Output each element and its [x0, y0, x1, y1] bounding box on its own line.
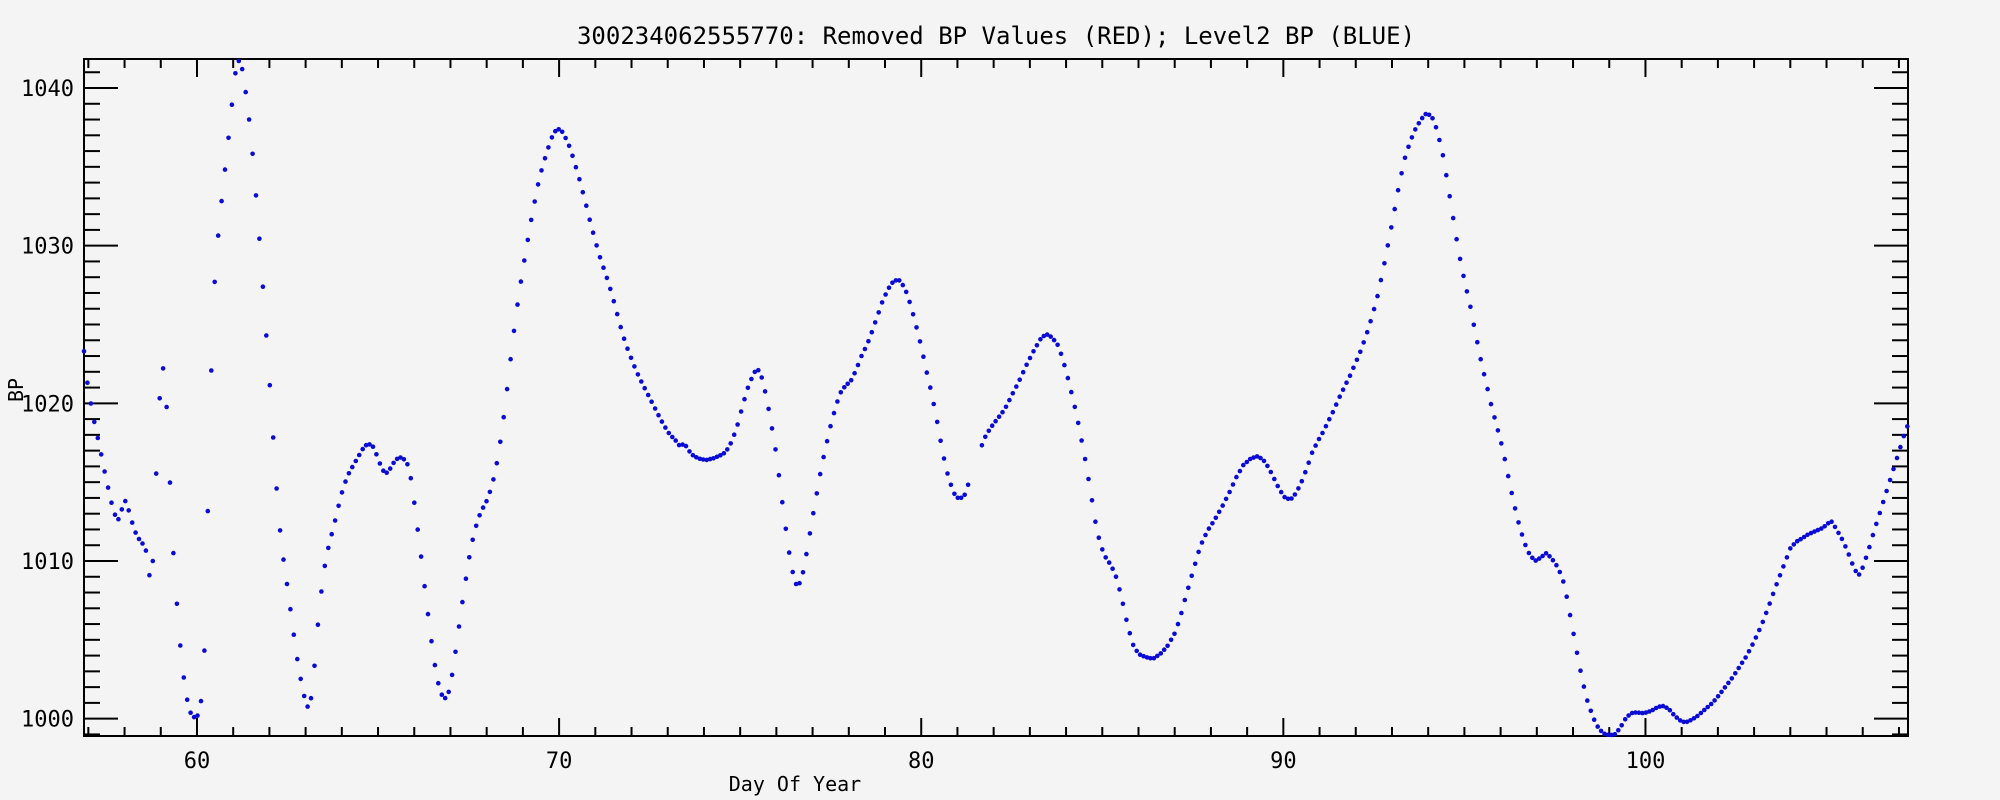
y-tick-label: 1010 — [21, 550, 74, 575]
chart-title: 300234062555770: Removed BP Values (RED)… — [576, 22, 1416, 50]
plot-box — [83, 58, 1909, 737]
x-tick-label: 70 — [546, 749, 573, 774]
x-tick-label: 100 — [1626, 749, 1666, 774]
x-tick-label: 80 — [908, 749, 935, 774]
y-tick-label: 1020 — [21, 392, 74, 417]
y-tick-label: 1040 — [21, 77, 74, 102]
y-tick-label: 1000 — [21, 708, 74, 733]
x-tick-label: 60 — [184, 749, 211, 774]
bp-scatter-series — [81, 58, 1910, 738]
y-tick-label: 1030 — [21, 235, 74, 260]
x-tick-label: 90 — [1270, 749, 1297, 774]
x-axis-title: Day Of Year — [728, 772, 862, 796]
